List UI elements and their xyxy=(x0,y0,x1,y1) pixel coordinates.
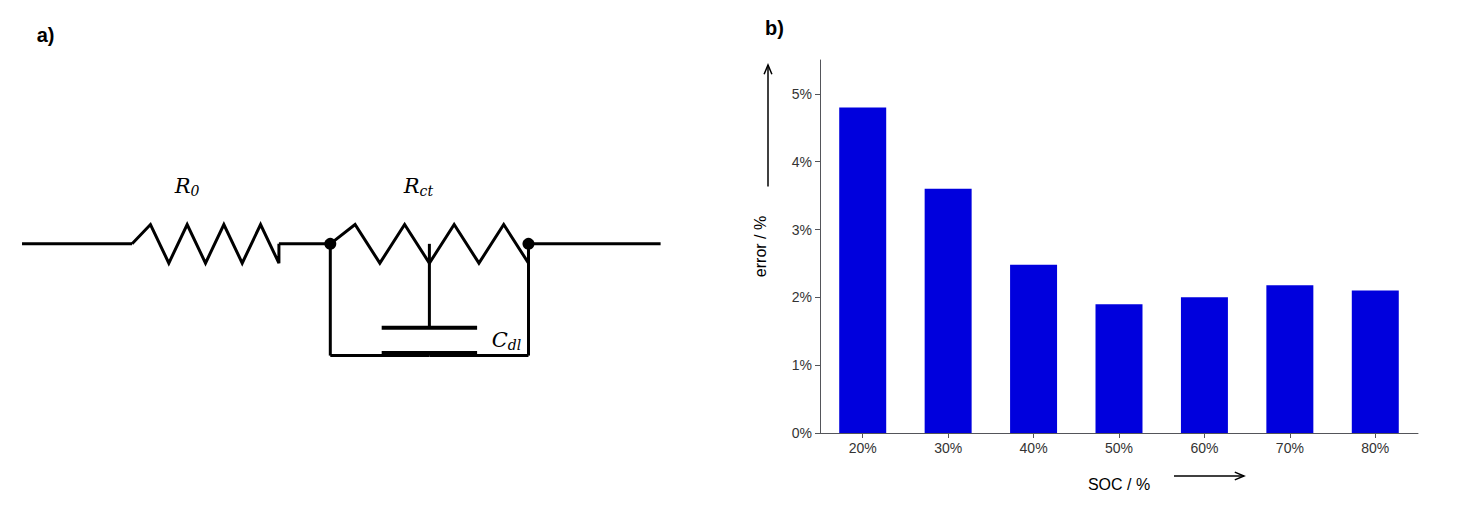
svg-text:0%: 0% xyxy=(792,425,812,441)
svg-text:b): b) xyxy=(765,17,784,39)
svg-text:3%: 3% xyxy=(792,222,812,238)
svg-text:0: 0 xyxy=(191,183,200,199)
svg-text:a): a) xyxy=(37,24,55,46)
svg-text:60%: 60% xyxy=(1190,440,1218,456)
svg-text:1%: 1% xyxy=(792,357,812,373)
svg-text:dl: dl xyxy=(508,337,521,353)
svg-text:50%: 50% xyxy=(1105,440,1133,456)
svg-text:4%: 4% xyxy=(792,154,812,170)
svg-text:R: R xyxy=(174,174,191,198)
svg-text:SOC / %: SOC / % xyxy=(1088,476,1150,493)
svg-text:20%: 20% xyxy=(849,440,877,456)
svg-text:5%: 5% xyxy=(792,86,812,102)
svg-text:error / %: error / % xyxy=(752,216,769,277)
svg-text:R: R xyxy=(403,174,420,198)
svg-text:30%: 30% xyxy=(934,440,962,456)
svg-text:C: C xyxy=(492,328,508,352)
svg-text:ct: ct xyxy=(420,183,434,199)
svg-text:80%: 80% xyxy=(1361,440,1389,456)
svg-text:70%: 70% xyxy=(1276,440,1304,456)
svg-text:40%: 40% xyxy=(1020,440,1048,456)
svg-text:2%: 2% xyxy=(792,289,812,305)
